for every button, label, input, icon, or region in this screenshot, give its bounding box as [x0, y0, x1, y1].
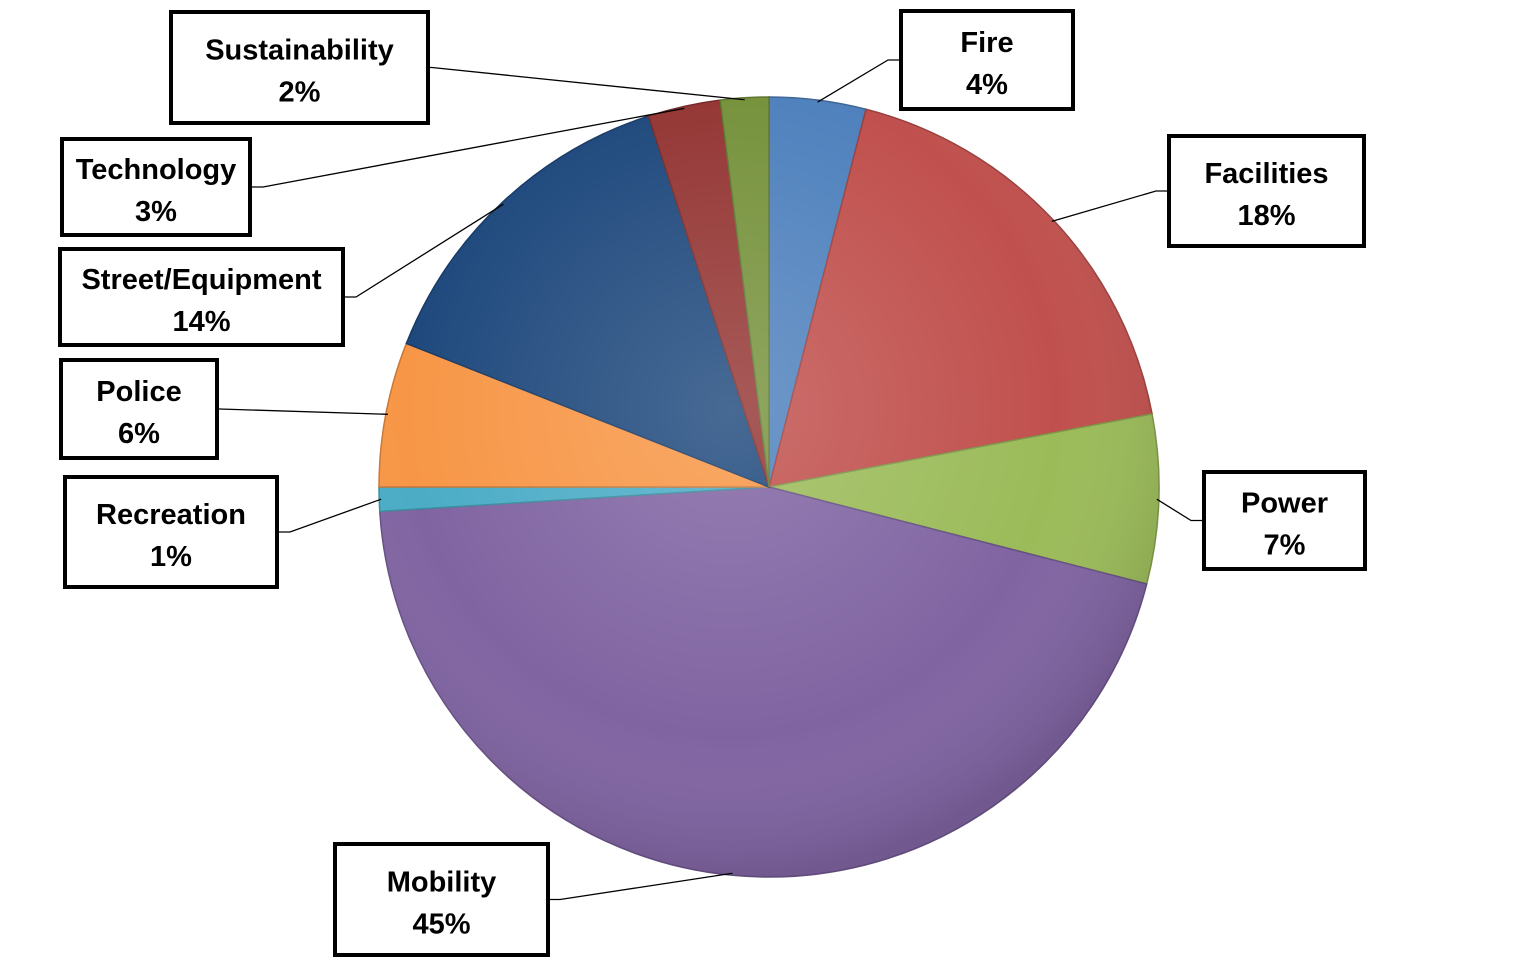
leader-line-sustainability [428, 66, 745, 101]
data-label-percent: 1% [150, 541, 192, 573]
data-label-technology: Technology 3% [60, 137, 252, 237]
data-label-box [899, 9, 1075, 111]
data-label-box [63, 475, 279, 589]
data-label-box [333, 842, 550, 957]
data-label-percent: 2% [279, 77, 321, 109]
leader-line-fire [817, 59, 901, 103]
data-label-percent: 7% [1264, 530, 1306, 562]
data-label-category: Facilities [1204, 158, 1328, 190]
data-label-box [60, 137, 252, 237]
data-label-percent: 45% [412, 909, 470, 941]
data-label-mobility: Mobility 45% [333, 842, 550, 957]
data-label-sustainability: Sustainability 2% [169, 10, 430, 125]
data-label-category: Mobility [387, 867, 497, 899]
leader-line-power [1156, 498, 1204, 522]
leader-line-police [217, 408, 388, 415]
data-label-street-equipment: Street/Equipment 14% [58, 247, 345, 347]
data-label-fire: Fire 4% [899, 9, 1075, 111]
data-label-percent: 14% [172, 306, 230, 338]
leader-line-technology [250, 107, 685, 188]
data-label-percent: 3% [135, 196, 177, 228]
data-label-percent: 18% [1237, 200, 1295, 232]
data-label-box [1167, 134, 1366, 248]
data-label-category: Sustainability [205, 35, 394, 67]
data-label-category: Police [96, 376, 181, 408]
leader-line-street-equipment [343, 203, 504, 298]
leader-line-recreation [277, 498, 382, 533]
data-label-category: Street/Equipment [81, 264, 321, 296]
data-labels: Fire 4% Facilities 18% Power 7% Mobility 45% Rec… [58, 9, 1367, 957]
data-label-box [169, 10, 430, 125]
data-label-recreation: Recreation 1% [63, 475, 279, 589]
data-label-box [58, 247, 345, 347]
data-label-category: Technology [76, 154, 237, 186]
data-label-percent: 4% [966, 69, 1008, 101]
data-label-box [59, 358, 219, 460]
data-label-category: Fire [960, 27, 1013, 59]
leader-line-facilities [1051, 190, 1169, 223]
data-label-facilities: Facilities 18% [1167, 134, 1366, 248]
data-label-police: Police 6% [59, 358, 219, 460]
pie-slices [378, 96, 1160, 878]
leader-line-mobility [548, 872, 733, 901]
leader-lines [217, 59, 1204, 901]
data-label-percent: 6% [118, 418, 160, 450]
data-label-box [1202, 470, 1367, 571]
data-label-category: Power [1241, 488, 1328, 520]
data-label-category: Recreation [96, 499, 246, 531]
data-label-power: Power 7% [1202, 470, 1367, 571]
